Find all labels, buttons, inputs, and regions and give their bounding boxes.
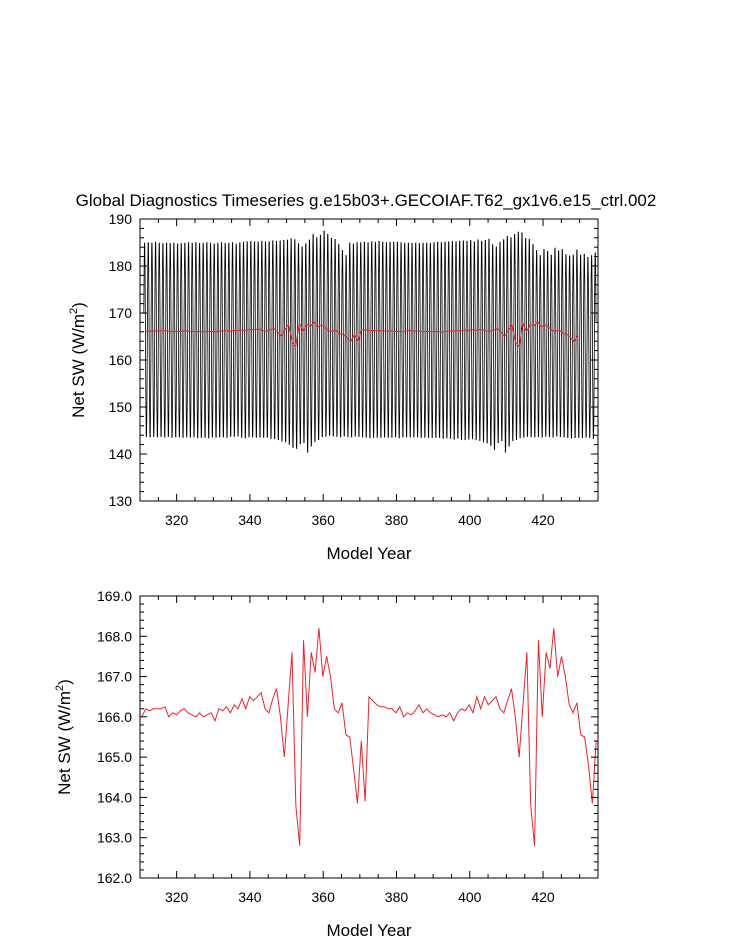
bottom-x-tick-label: 420 — [531, 889, 555, 905]
top-x-tick-label: 380 — [385, 512, 409, 528]
top-x-tick-label: 320 — [165, 512, 189, 528]
bottom-y-tick-label: 165.0 — [97, 749, 132, 765]
bottom-x-tick-label: 320 — [165, 889, 189, 905]
top-y-tick-label: 130 — [109, 493, 133, 509]
bottom-y-axis-title: Net SW (W/m2) — [54, 679, 74, 795]
top-y-axis-title: Net SW (W/m2) — [68, 302, 88, 418]
bottom-panel: 320 340 360 380 400 420 162.0 163.0 164.0 165.0 16… — [54, 588, 599, 940]
top-y-axis-title-close: ) — [69, 302, 88, 308]
bottom-series-layer — [141, 628, 597, 846]
top-y-tick-label: 180 — [109, 258, 133, 274]
bottom-x-tick-label: 400 — [458, 889, 482, 905]
top-x-tick-label: 340 — [238, 512, 262, 528]
top-x-axis-title: Model Year — [326, 544, 411, 563]
bottom-y-tick-label: 169.0 — [97, 588, 132, 604]
top-y-tick-label: 160 — [109, 352, 133, 368]
top-y-tick-label: 190 — [109, 211, 133, 227]
top-ticks — [139, 218, 599, 502]
top-x-tick-label: 400 — [458, 512, 482, 528]
top-panel: 320 340 360 380 400 420130140150160170180190 … — [68, 211, 599, 563]
bottom-annual-mean-line — [141, 628, 597, 846]
bottom-y-tick-label: 166.0 — [97, 709, 132, 725]
bottom-y-tick-label: 163.0 — [97, 830, 132, 846]
bottom-x-tick-label: 340 — [238, 889, 262, 905]
bottom-x-tick-label: 380 — [385, 889, 409, 905]
top-x-tick-label: 420 — [531, 512, 555, 528]
bottom-x-tick-label: 360 — [312, 889, 336, 905]
bottom-x-axis-title: Model Year — [326, 921, 411, 940]
top-y-axis-title-main: Net SW (W/m — [69, 314, 88, 418]
bottom-y-tick-label: 168.0 — [97, 628, 132, 644]
bottom-ticks — [139, 595, 599, 879]
chart-title: Global Diagnostics Timeseries g.e15b03+.… — [76, 191, 657, 210]
top-annual-mean-line — [145, 320, 579, 349]
bottom-y-tick-label: 167.0 — [97, 669, 132, 685]
bottom-y-axis-title-sup: 2 — [54, 685, 66, 691]
top-monthly-series-line — [143, 230, 597, 453]
top-x-tick-label: 360 — [312, 512, 336, 528]
bottom-y-axis-title-close: ) — [55, 679, 74, 685]
top-y-tick-label: 150 — [109, 399, 133, 415]
top-series-layer — [143, 230, 597, 453]
top-y-tick-label: 170 — [109, 305, 133, 321]
bottom-plot-frame — [139, 595, 599, 879]
top-y-tick-label: 140 — [109, 446, 133, 462]
bottom-y-tick-label: 162.0 — [97, 870, 132, 886]
bottom-y-axis-title-main: Net SW (W/m — [55, 691, 74, 795]
top-y-axis-title-sup: 2 — [68, 308, 80, 314]
top-tick-labels: 320 340 360 380 400 420 130 140 150 160 170 180 190 — [109, 211, 555, 528]
bottom-y-tick-label: 164.0 — [97, 789, 132, 805]
bottom-tick-labels: 320 340 360 380 400 420 162.0 163.0 164.0 165.0 16… — [97, 588, 555, 905]
